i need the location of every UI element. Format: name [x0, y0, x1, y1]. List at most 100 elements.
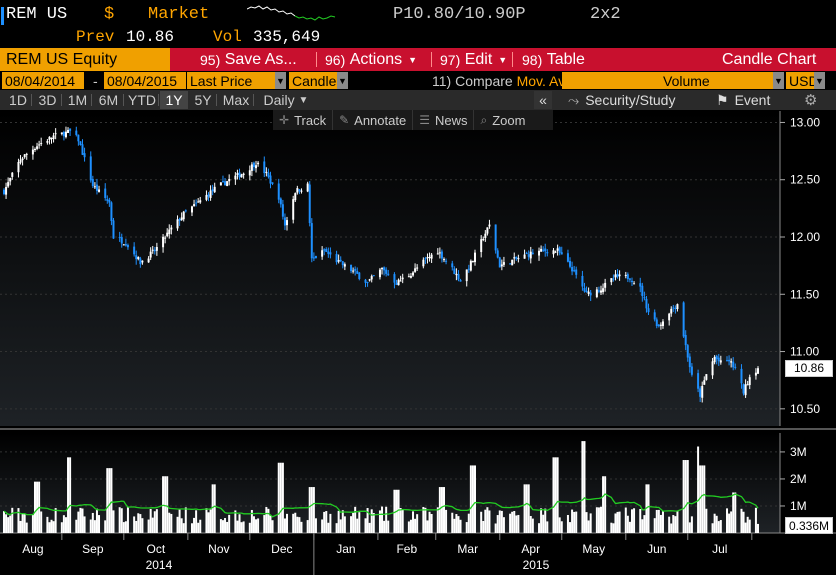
- chevron-down-icon[interactable]: ▼: [275, 72, 286, 89]
- volume-bar: [104, 520, 107, 533]
- save-as-menu[interactable]: 95) Save As...: [200, 48, 297, 71]
- volume-bar: [151, 517, 154, 533]
- annotate-button[interactable]: ✎ Annotate: [333, 110, 414, 130]
- volume-bar: [699, 465, 702, 533]
- volume-bar: [226, 521, 229, 533]
- price-tick-label: 11.00: [790, 345, 819, 359]
- candle-body: [383, 267, 386, 271]
- volume-bar: [298, 517, 301, 533]
- candle-body: [242, 173, 245, 176]
- candle-body: [67, 129, 70, 134]
- table-menu[interactable]: 98) Table: [522, 48, 585, 71]
- period-max-button[interactable]: Max: [218, 91, 254, 109]
- collapse-button[interactable]: «: [534, 91, 552, 109]
- currency-select[interactable]: USD: [786, 72, 819, 89]
- period-ytd-button[interactable]: YTD: [125, 91, 159, 109]
- layout-grid-label[interactable]: 2x2: [590, 4, 621, 24]
- volume-bar: [686, 460, 689, 533]
- end-date-field[interactable]: 08/04/2015: [104, 72, 186, 89]
- candle-body: [443, 259, 446, 261]
- candle-body: [643, 297, 646, 299]
- menu-label: Actions: [349, 50, 403, 68]
- volume-bar: [494, 523, 497, 533]
- volume-bar: [715, 515, 718, 533]
- volume-bar: [182, 523, 185, 533]
- volume-bar: [180, 518, 183, 533]
- candle-body: [467, 268, 470, 270]
- volume-bar: [205, 508, 208, 533]
- volume-bar: [195, 510, 198, 533]
- candle-body: [686, 345, 689, 358]
- volume-bar: [705, 508, 708, 533]
- volume-bar: [438, 487, 441, 533]
- volume-tick-label: 3M: [790, 445, 807, 459]
- volume-bar: [726, 508, 729, 533]
- candle-body: [98, 189, 101, 192]
- security-field[interactable]: REM US Equity: [0, 48, 170, 71]
- period-1m-button[interactable]: 1M: [63, 91, 92, 109]
- security-study-button[interactable]: ⤳ Security/Study: [568, 91, 675, 109]
- edit-menu[interactable]: 97) Edit ▼: [440, 48, 507, 71]
- period-6m-button[interactable]: 6M: [93, 91, 124, 109]
- volume-bar: [356, 518, 359, 533]
- magnifier-icon: ⌕: [480, 112, 488, 127]
- volume-bar: [630, 509, 633, 533]
- period-1d-button[interactable]: 1D: [4, 91, 32, 109]
- frequency-select[interactable]: Daily ▼: [256, 91, 316, 109]
- volume-bar: [279, 462, 282, 533]
- period-3d-button[interactable]: 3D: [33, 91, 62, 109]
- chevron-down-icon[interactable]: ▼: [814, 72, 825, 89]
- actions-menu[interactable]: 96) Actions ▼: [325, 48, 417, 71]
- chart-canvas[interactable]: 13.00 12.50 12.00 11.50 11.00 10.50 3M 2M 1M Au…: [0, 110, 836, 575]
- lower-study-select[interactable]: Volume: [660, 72, 773, 89]
- zoom-button[interactable]: ⌕ Zoom: [474, 110, 531, 130]
- compare-field[interactable]: [562, 72, 660, 89]
- volume-bar: [527, 484, 530, 533]
- chevron-down-icon[interactable]: ▼: [337, 72, 348, 89]
- volume-bar: [137, 513, 140, 533]
- candle-body: [164, 237, 167, 239]
- volume-bar: [488, 510, 491, 533]
- volume-bar: [62, 515, 65, 533]
- volume-bar: [713, 513, 716, 533]
- volume-bar: [554, 457, 557, 533]
- volume-bar: [575, 511, 578, 533]
- volume-bar: [589, 513, 592, 533]
- volume-bar: [124, 521, 127, 533]
- price-field-select[interactable]: Last Price: [187, 72, 275, 89]
- candle-body: [248, 170, 251, 176]
- track-button[interactable]: ✛ Track: [273, 110, 334, 130]
- price-tick-label: 10.50: [790, 402, 820, 416]
- candle-body: [527, 254, 530, 257]
- month-label: Mar: [457, 542, 478, 556]
- candle-body: [23, 154, 26, 158]
- candle-body: [11, 172, 14, 177]
- volume-bar: [9, 515, 12, 533]
- volume-bar: [566, 515, 569, 533]
- volume-bar: [23, 513, 26, 533]
- candle-body: [180, 217, 183, 221]
- period-5y-button[interactable]: 5Y: [189, 91, 217, 109]
- candle-body: [558, 247, 561, 253]
- volume-bar: [757, 523, 759, 533]
- gear-icon[interactable]: ⚙: [804, 92, 818, 109]
- volume-bar: [641, 519, 644, 533]
- news-button[interactable]: ☰ News: [413, 110, 475, 130]
- volume-bar: [556, 457, 559, 533]
- volume-bar: [221, 520, 224, 533]
- chevron-down-icon[interactable]: ▼: [773, 72, 784, 89]
- volume-bar: [255, 519, 258, 533]
- event-button[interactable]: ⚑ Event: [716, 91, 770, 109]
- time-axis-labels: Aug Sep Oct Nov Dec Jan Feb Mar Apr May Jun Jul 2014…: [22, 533, 753, 575]
- period-1y-button[interactable]: 1Y: [160, 91, 188, 109]
- chart-style-select[interactable]: Candle: [289, 72, 337, 89]
- start-date-field[interactable]: 08/04/2014: [2, 72, 84, 89]
- menu-label: Edit: [464, 50, 493, 68]
- year-label: 2015: [523, 558, 550, 572]
- volume-panel-background: [0, 433, 780, 533]
- candle-body: [95, 184, 98, 191]
- candle-body: [350, 264, 353, 272]
- compare-moving-averages[interactable]: 11) Compare Mov. Avgs: [432, 73, 580, 89]
- candle-body: [684, 334, 687, 346]
- ticker-symbol[interactable]: REM US: [0, 4, 68, 25]
